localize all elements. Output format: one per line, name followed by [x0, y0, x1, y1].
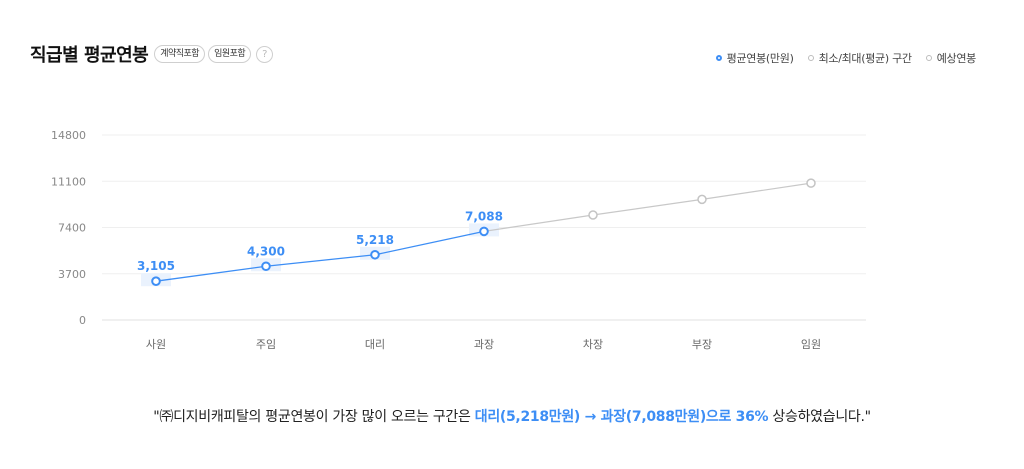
summary-prefix: "㈜디지비캐피탈의 평균연봉이 가장 많이 오르는 구간은 — [153, 409, 475, 425]
data-label: 5,218 — [356, 233, 394, 247]
average-point[interactable] — [261, 261, 271, 272]
line-chart: 0 3700 7400 11100 14800 사원 주임 대리 과장 차장 부장 임원 3,105 4,… — [51, 129, 866, 351]
projected-salary-line — [483, 182, 812, 232]
legend-item-average[interactable]: 평균연봉(만원) — [715, 50, 794, 66]
tag-contract-included: 계약직포함 — [154, 45, 206, 63]
legend-label: 평균연봉(만원) — [726, 52, 794, 65]
x-tick-label: 차장 — [583, 338, 603, 351]
average-point[interactable] — [151, 276, 161, 286]
average-point[interactable] — [370, 249, 380, 260]
circle-outline-gray-icon — [807, 55, 814, 61]
circle-outline-gray-icon — [925, 55, 932, 61]
chart-legend: 평균연봉(만원) 최소/최대(평균) 구간 예상연봉 — [702, 50, 976, 66]
projected-point[interactable] — [588, 210, 598, 220]
x-tick-label: 부장 — [692, 338, 712, 351]
x-tick-label: 주임 — [256, 338, 276, 351]
summary-sentence: "㈜디지비캐피탈의 평균연봉이 가장 많이 오르는 구간은 대리(5,218만원… — [0, 406, 1024, 426]
y-tick-label: 14800 — [51, 129, 86, 142]
data-label: 7,088 — [465, 209, 503, 223]
average-salary-line — [155, 230, 485, 282]
y-tick-label: 11100 — [51, 175, 86, 188]
summary-suffix: 상승하였습니다." — [768, 409, 871, 425]
projected-point[interactable] — [697, 194, 707, 205]
x-tick-label: 사원 — [146, 338, 166, 351]
circle-outline-blue-icon — [715, 55, 722, 61]
x-tick-label: 임원 — [801, 338, 821, 351]
x-tick-label: 대리 — [365, 338, 385, 351]
x-tick-label: 과장 — [474, 338, 494, 351]
chart-header: 직급별 평균연봉 계약직포함 임원포함 ? — [30, 41, 274, 67]
projected-point[interactable] — [806, 178, 816, 188]
tag-executive-included: 임원포함 — [208, 45, 252, 63]
chart-title: 직급별 평균연봉 — [30, 45, 149, 66]
legend-item-projected[interactable]: 예상연봉 — [925, 50, 977, 66]
average-point[interactable] — [479, 226, 489, 237]
help-icon[interactable]: ? — [256, 45, 274, 63]
legend-label: 예상연봉 — [936, 52, 977, 65]
legend-label: 최소/최대(평균) 구간 — [818, 52, 912, 65]
data-label: 3,105 — [137, 259, 175, 273]
data-label: 4,300 — [247, 244, 285, 258]
y-tick-label: 7400 — [58, 222, 86, 235]
y-tick-label: 0 — [79, 314, 86, 327]
legend-item-range[interactable]: 최소/최대(평균) 구간 — [807, 50, 912, 66]
summary-highlight: 대리(5,218만원) → 과장(7,088만원)으로 36% — [474, 409, 769, 425]
y-tick-label: 3700 — [58, 268, 86, 281]
